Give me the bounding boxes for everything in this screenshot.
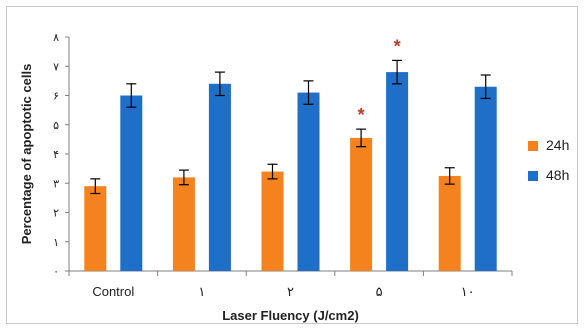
bar [120, 95, 143, 271]
bar [261, 171, 284, 271]
x-tick-label: ۵ [376, 284, 383, 299]
significance-marker: * [358, 105, 365, 125]
bar [438, 175, 461, 271]
significance-marker: * [394, 36, 401, 56]
x-tick-label: Control [92, 284, 134, 299]
y-tick-label: ١ [53, 237, 59, 249]
y-tick-label: ۴ [53, 149, 59, 161]
y-tick-label: ٧ [53, 61, 59, 73]
legend-swatch [528, 171, 538, 181]
bar [350, 137, 373, 271]
legend-swatch [528, 141, 538, 151]
y-tick-label: ٠ [53, 266, 59, 278]
x-tick-label: ١٠ [461, 284, 475, 299]
chart-frame: ٠ ١ ٢ ٣ ۴ ۵ ۶ ٧ ٨ Control ١ ٢ ۵ ١٠ * * Percentage of apo… [6, 6, 578, 324]
bar [208, 83, 231, 271]
y-tick-label: ٨ [53, 32, 59, 44]
y-axis-title: Percentage of apoptotic cells [19, 64, 34, 245]
x-axis-title: Laser Fluency (J/cm2) [222, 308, 359, 323]
bar [172, 177, 195, 271]
x-tick-label: ١ [198, 284, 205, 299]
legend-label: 24h [546, 137, 569, 153]
bar [474, 86, 497, 271]
y-tick-label: ۶ [53, 91, 59, 103]
y-tick-label: ٢ [53, 208, 59, 220]
bar-chart: ٠ ١ ٢ ٣ ۴ ۵ ۶ ٧ ٨ Control ١ ٢ ۵ ١٠ * * Percentage of apo… [19, 32, 569, 323]
bar [386, 72, 409, 271]
y-tick-label: ۵ [53, 120, 59, 132]
y-tick-label: ٣ [53, 178, 59, 190]
legend-label: 48h [546, 167, 569, 183]
x-tick-label: ٢ [287, 284, 294, 299]
bar [84, 186, 107, 271]
bar [297, 92, 320, 271]
